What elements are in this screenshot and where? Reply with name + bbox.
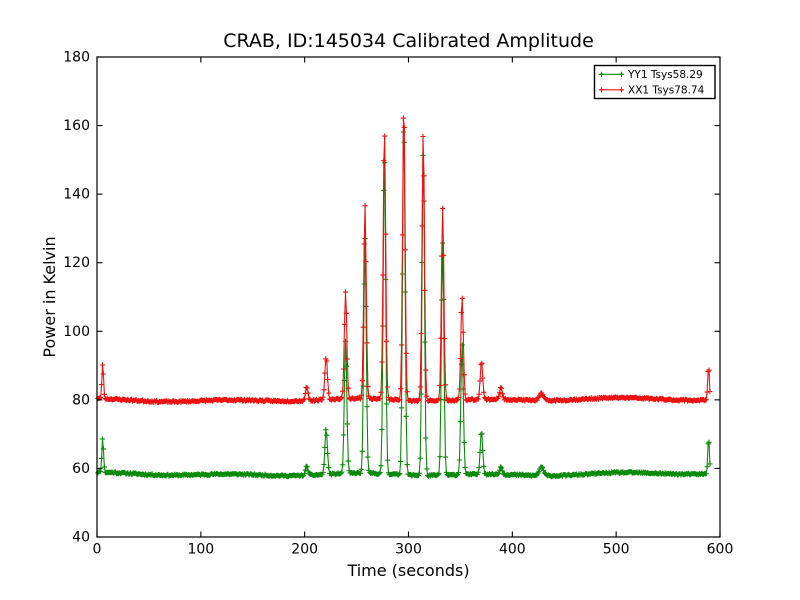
legend-sample-markers-yy1 <box>598 71 625 77</box>
y-tick-label: 40 <box>72 530 90 546</box>
y-tick-label: 120 <box>63 255 90 271</box>
y-tick-label: 60 <box>72 461 90 477</box>
y-axis-label: Power in Kelvin <box>40 236 59 357</box>
x-tick-label: 100 <box>187 542 214 558</box>
series-line-yy1 <box>97 131 711 478</box>
y-tick-label: 180 <box>63 50 90 66</box>
legend-box <box>593 64 716 100</box>
x-tick-label: 400 <box>499 542 526 558</box>
y-tick-label: 100 <box>63 324 90 340</box>
x-tick-label: 0 <box>93 542 102 558</box>
x-tick-label: 500 <box>603 542 630 558</box>
y-tick-label: 160 <box>63 118 90 134</box>
x-tick-label: 200 <box>291 542 318 558</box>
series-layer <box>95 115 713 480</box>
chart-title: CRAB, ID:145034 Calibrated Amplitude <box>223 30 594 52</box>
axes-layer: 0 100 200 300 400 500 600 40 60 80 100 120 140 160 180 <box>63 50 733 558</box>
x-tick-label: 600 <box>707 542 734 558</box>
series-markers-xx1 <box>95 115 713 405</box>
legend-samples <box>598 71 625 93</box>
y-tick-label: 140 <box>63 187 90 203</box>
legend-sample-markers-xx1 <box>598 87 625 93</box>
series-line-xx1 <box>97 118 711 404</box>
legend-label-yy1: YY1 Tsys58.29 <box>627 69 703 81</box>
x-tick-label: 300 <box>395 542 422 558</box>
series-markers-yy1 <box>95 129 713 480</box>
legend: YY1 Tsys58.29 XX1 Tsys78.74 <box>593 64 716 100</box>
x-axis-label: Time (seconds) <box>346 561 469 580</box>
legend-label-xx1: XX1 Tsys78.74 <box>628 85 705 97</box>
y-tick-label: 80 <box>72 392 90 408</box>
